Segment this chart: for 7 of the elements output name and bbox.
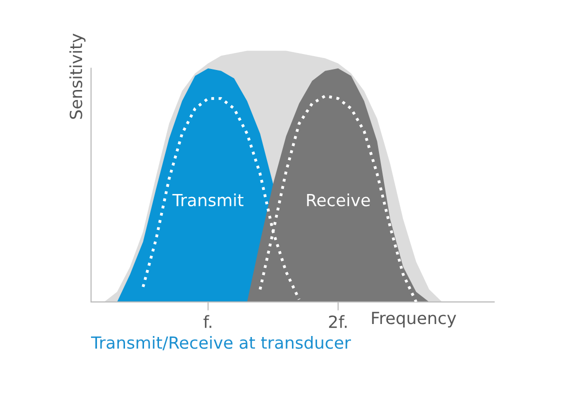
x-tick-label: f. (203, 315, 212, 328)
series-label: Transmit (172, 193, 244, 206)
x-axis-title: Frequency (372, 312, 456, 328)
x-tick-label: 2f. (329, 315, 347, 328)
y-axis-title: Sensitivity (69, 34, 86, 119)
series-label: Receive (307, 193, 370, 206)
text: Transmit/Receive at transducer (91, 336, 351, 350)
